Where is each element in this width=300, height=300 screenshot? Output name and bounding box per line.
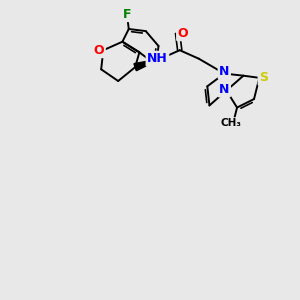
Text: O: O xyxy=(94,44,104,57)
Text: F: F xyxy=(122,8,131,21)
Polygon shape xyxy=(134,59,160,71)
Text: S: S xyxy=(259,71,268,84)
Text: O: O xyxy=(178,27,188,40)
Text: NH: NH xyxy=(147,52,168,65)
Text: CH₃: CH₃ xyxy=(220,118,241,128)
Text: N: N xyxy=(219,65,230,78)
Text: N: N xyxy=(219,83,230,96)
